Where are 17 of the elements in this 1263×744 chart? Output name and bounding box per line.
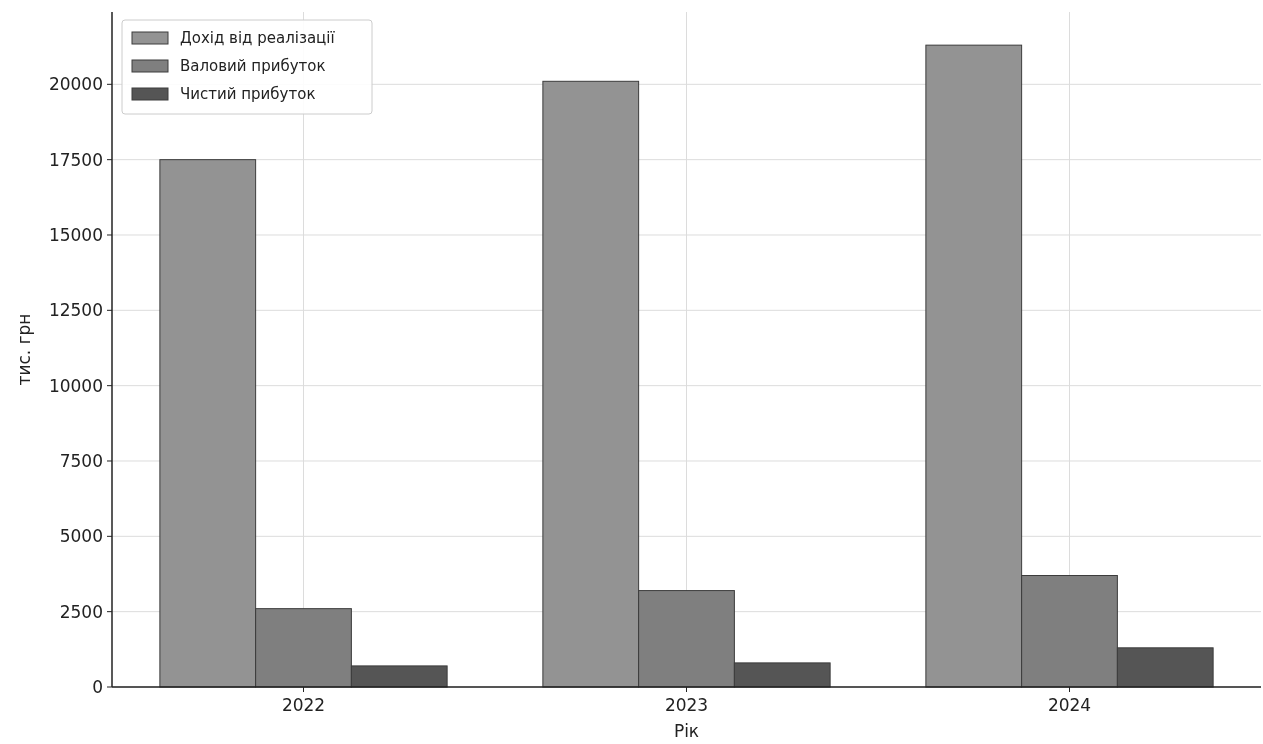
y-axis-title: тис. грн (14, 313, 34, 386)
y-tick-label: 12500 (48, 300, 103, 321)
x-tick-label: 2022 (281, 695, 326, 715)
legend-label: Дохід від реалізації (180, 29, 336, 48)
y-tick-label: 10000 (48, 375, 103, 396)
y-tick-label: 15000 (48, 224, 103, 245)
y-tick-label: 17500 (48, 149, 103, 170)
y-tick-label: 7500 (59, 450, 103, 471)
y-tick-label: 20000 (48, 74, 103, 95)
y-tick-label: 2500 (59, 601, 103, 622)
legend-label: Чистий прибуток (180, 85, 316, 104)
x-tick-label: 2023 (664, 695, 709, 715)
y-tick-label: 0 (92, 676, 103, 697)
x-tick-label: 2024 (1047, 695, 1092, 715)
y-tick-label: 5000 (59, 526, 103, 547)
x-axis-title: Рік (673, 721, 700, 741)
legend-label: Валовий прибуток (180, 57, 326, 76)
